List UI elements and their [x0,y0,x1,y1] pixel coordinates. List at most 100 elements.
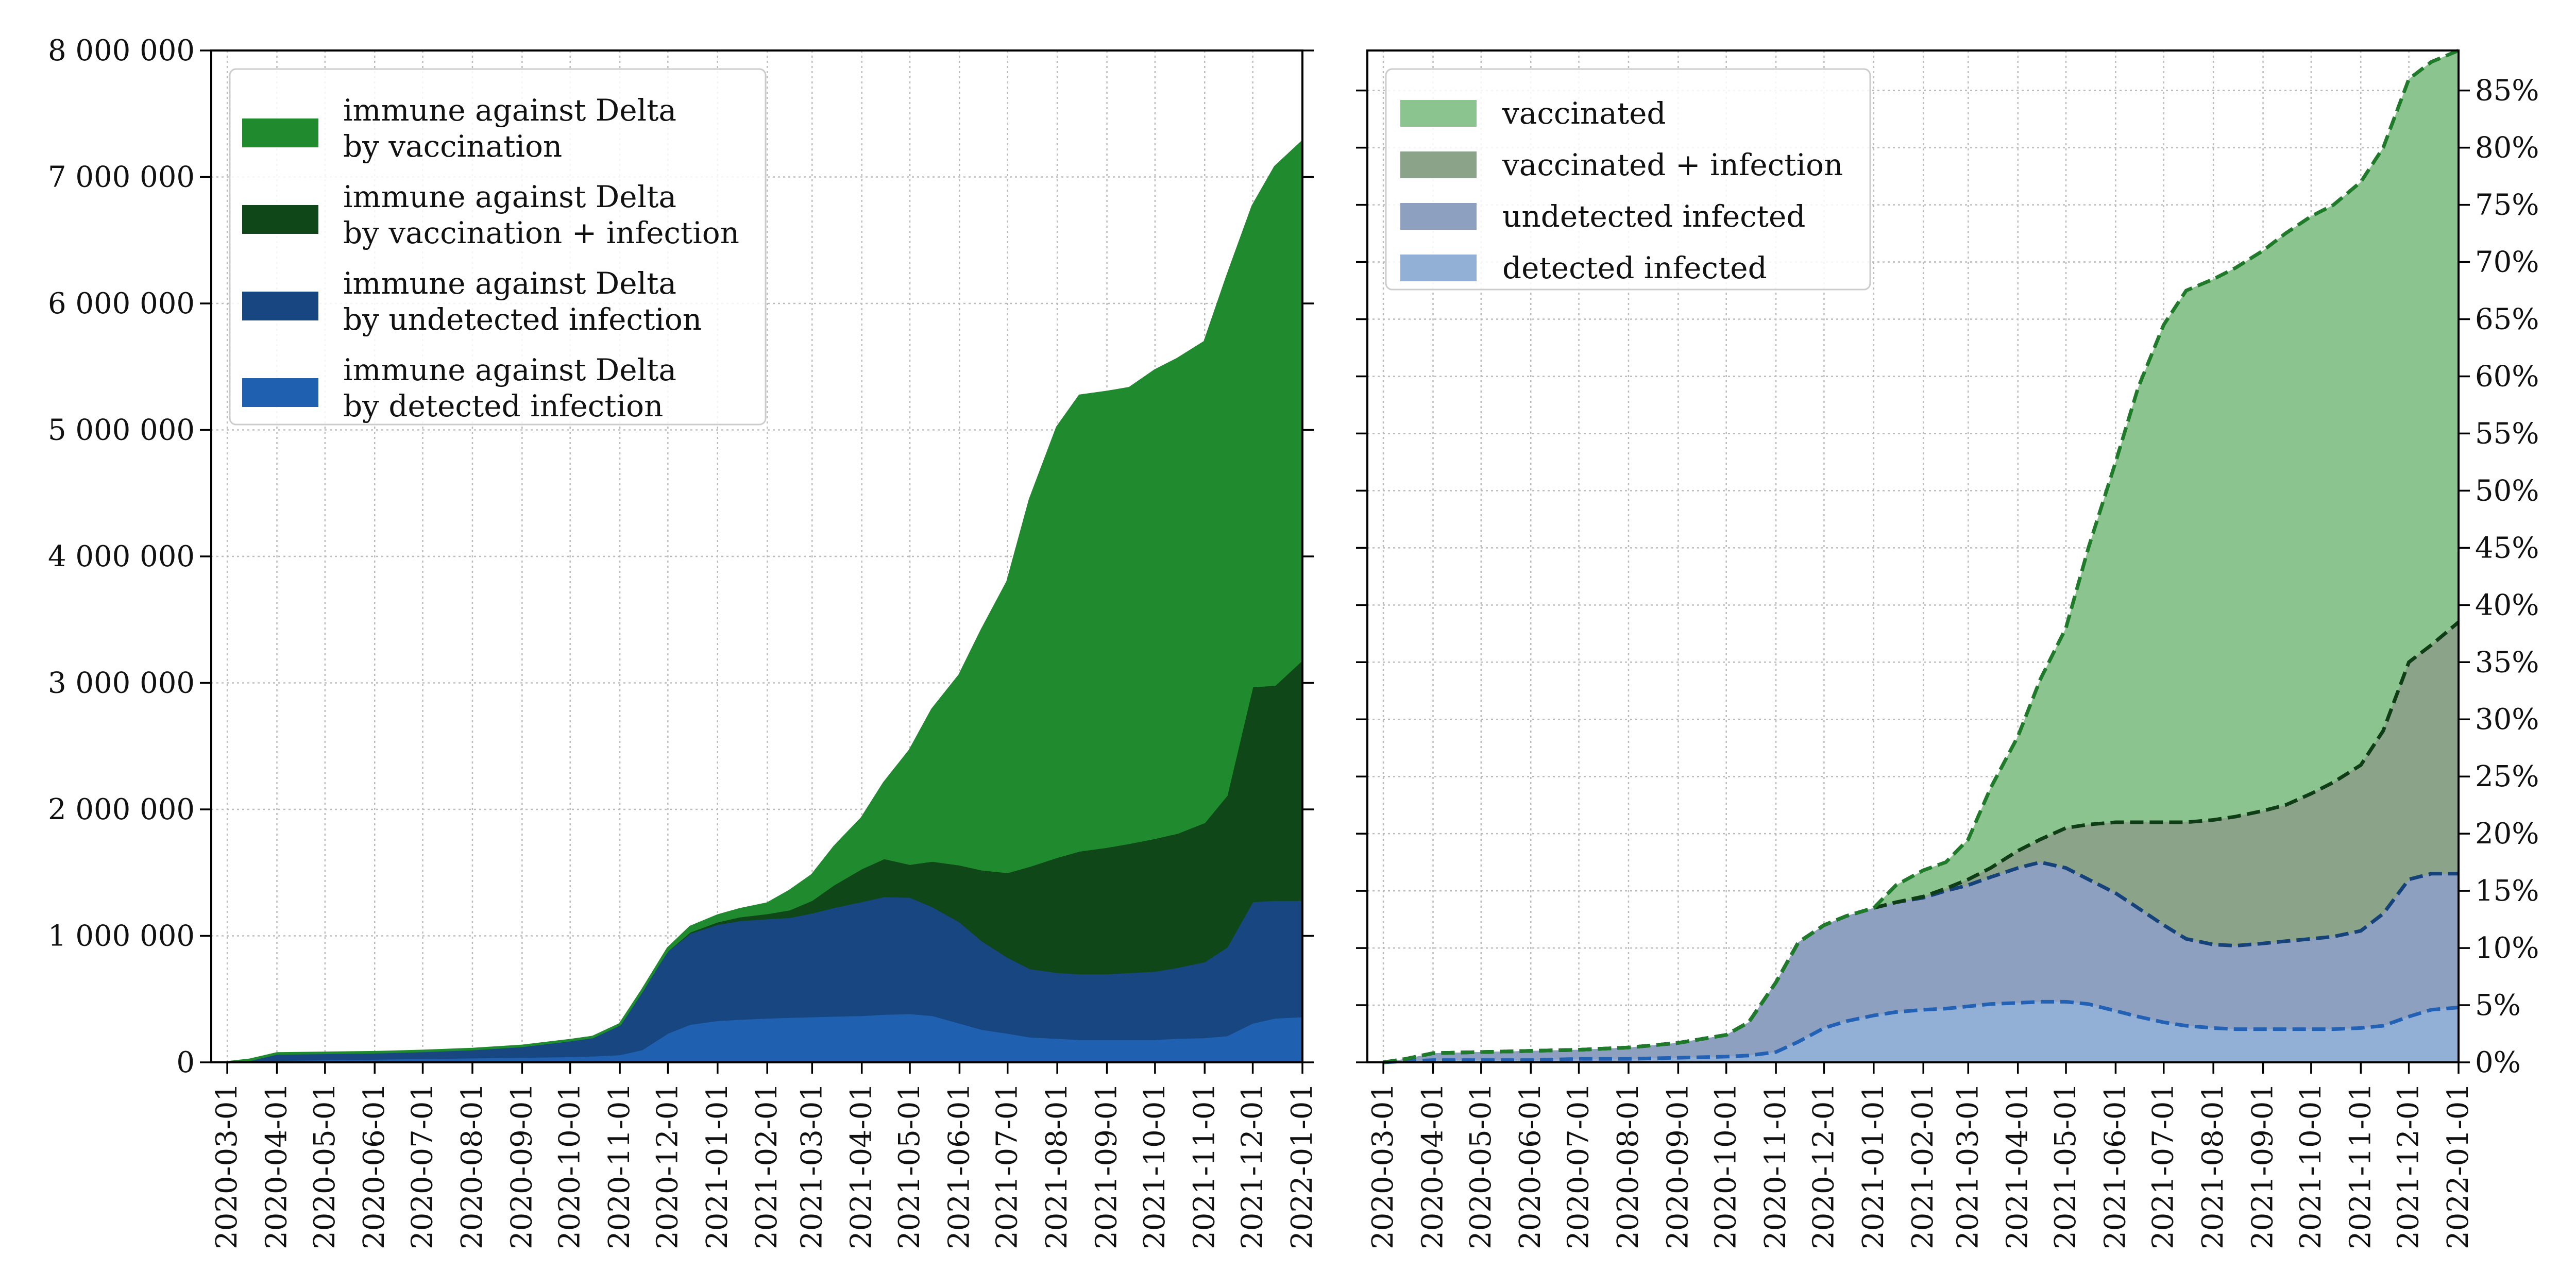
legend-swatch [242,378,318,407]
x-tick-label: 2022-01-01 [1285,1083,1319,1249]
x-tick-label: 2021-02-01 [1906,1083,1940,1249]
chart-panel-right: 2020-03-01 2020-04-01 2020-05-01 2020-06-01… [1356,48,2539,1249]
legend-label: immune against Delta [343,352,676,387]
x-tick-label: 2020-05-01 [1464,1083,1498,1249]
y-axis: 0% 5% 10% 15% 20% 25% 30% 35% 40% 45% 50% 55% 60% 65%… [1356,74,2539,1079]
legend-label: by detected infection [343,388,663,423]
y-tick-label: 75% [2475,189,2539,222]
plot-frame [1366,49,2460,1063]
area-series-3 [1383,1002,2459,1062]
x-tick-label: 2020-08-01 [1612,1083,1645,1249]
x-tick-label: 2021-06-01 [942,1083,976,1249]
y-tick-label: 80% [2475,131,2539,165]
x-tick-label: 2020-04-01 [260,1083,294,1249]
y-tick-label: 8 000 000 [48,34,195,67]
legend-swatch [242,118,318,147]
legend-box [1385,68,1871,291]
area-series-2 [1383,862,2459,1062]
y-axis: 0 1 000 000 2 000 000 3 000 000 4 000 000 5 0… [48,34,1314,1079]
y-tick-label: 25% [2475,760,2539,793]
y-tick-label: 0 [176,1046,195,1079]
x-tick-label: 2021-01-01 [1857,1083,1890,1249]
x-tick-label: 2021-04-01 [845,1083,878,1249]
legend-label: by undetected infection [343,302,702,337]
x-tick-label: 2020-07-01 [406,1083,439,1249]
dashed-line-series-0 [1383,48,2460,1064]
x-tick-label: 2022-01-01 [2442,1083,2475,1249]
y-tick-label: 7 000 000 [48,161,195,194]
x-tick-label: 2020-12-01 [1807,1083,1840,1249]
x-tick-label: 2021-01-01 [701,1083,734,1249]
x-tick-label: 2021-11-01 [1188,1083,1221,1249]
y-tick-label: 65% [2475,303,2539,336]
legend-label: vaccinated [1502,96,1666,131]
legend-swatch [242,292,318,320]
legend-label: vaccinated + infection [1502,147,1843,182]
x-tick-label: 2021-06-01 [2098,1083,2132,1249]
x-tick-label: 2021-08-01 [1040,1083,1074,1249]
x-tick-label: 2020-05-01 [308,1083,342,1249]
x-tick-label: 2021-11-01 [2344,1083,2377,1249]
x-tick-label: 2020-11-01 [1759,1083,1792,1249]
x-tick-label: 2021-02-01 [750,1083,784,1249]
x-axis: 2020-03-01 2020-04-01 2020-05-01 2020-06-01… [210,1062,1319,1249]
x-tick-label: 2020-09-01 [1661,1083,1694,1249]
y-tick-label: 55% [2475,417,2539,450]
y-tick-label: 2 000 000 [48,793,195,826]
chart-panel-left: 2020-03-01 2020-04-01 2020-05-01 2020-06-01… [48,34,1319,1249]
legend-label: immune against Delta [343,179,676,214]
x-tick-label: 2021-08-01 [2196,1083,2230,1249]
x-tick-label: 2021-09-01 [1090,1083,1124,1249]
legend-swatch [1400,203,1477,230]
x-tick-label: 2021-07-01 [2147,1083,2180,1249]
x-tick-label: 2020-10-01 [553,1083,587,1249]
x-tick-label: 2021-05-01 [2049,1083,2082,1249]
y-tick-label: 20% [2475,817,2539,851]
legend-label: undetected infected [1502,199,1805,234]
legend-swatch [242,205,318,234]
y-tick-label: 45% [2475,531,2539,565]
y-tick-label: 15% [2475,874,2539,908]
y-tick-label: 5 000 000 [48,414,195,447]
x-tick-label: 2020-11-01 [603,1083,636,1249]
y-tick-label: 0% [2475,1046,2521,1079]
x-tick-label: 2021-04-01 [2001,1083,2035,1249]
x-tick-label: 2020-04-01 [1416,1083,1450,1249]
y-tick-label: 30% [2475,703,2539,736]
total-line [227,140,1303,1064]
legend-swatch [1400,151,1477,178]
y-tick-label: 1 000 000 [48,920,195,953]
area-series-0 [1383,50,2459,1062]
x-tick-label: 2020-03-01 [210,1083,244,1249]
x-tick-label: 2021-07-01 [991,1083,1024,1249]
legend-swatch [1400,100,1477,127]
y-tick-label: 85% [2475,74,2539,108]
x-tick-label: 2021-05-01 [893,1083,926,1249]
x-tick-label: 2020-12-01 [651,1083,684,1249]
x-tick-label: 2021-03-01 [1951,1083,1985,1249]
legend-label: immune against Delta [343,266,676,301]
y-tick-label: 4 000 000 [48,540,195,573]
x-tick-label: 2020-07-01 [1562,1083,1596,1249]
x-tick-label: 2020-06-01 [358,1083,391,1249]
x-tick-label: 2020-03-01 [1366,1083,1400,1249]
y-tick-label: 35% [2475,646,2539,679]
x-tick-label: 2021-12-01 [2392,1083,2426,1249]
x-axis: 2020-03-01 2020-04-01 2020-05-01 2020-06-01… [1366,1062,2475,1249]
x-tick-label: 2021-09-01 [2246,1083,2280,1249]
x-tick-label: 2021-10-01 [2294,1083,2328,1249]
x-tick-label: 2020-10-01 [1709,1083,1743,1249]
series-areas [1383,48,2460,1064]
y-tick-label: 3 000 000 [48,667,195,700]
legend-label: detected infected [1502,250,1767,285]
legend-label: immune against Delta [343,93,676,128]
y-tick-label: 70% [2475,246,2539,279]
dashed-line-series-3 [1383,999,2459,1064]
x-tick-label: 2020-09-01 [505,1083,538,1249]
x-tick-label: 2021-03-01 [795,1083,828,1249]
x-tick-label: 2021-10-01 [1138,1083,1172,1249]
x-tick-label: 2020-08-01 [455,1083,489,1249]
legend-label: by vaccination [343,129,562,164]
y-tick-label: 6 000 000 [48,287,195,320]
